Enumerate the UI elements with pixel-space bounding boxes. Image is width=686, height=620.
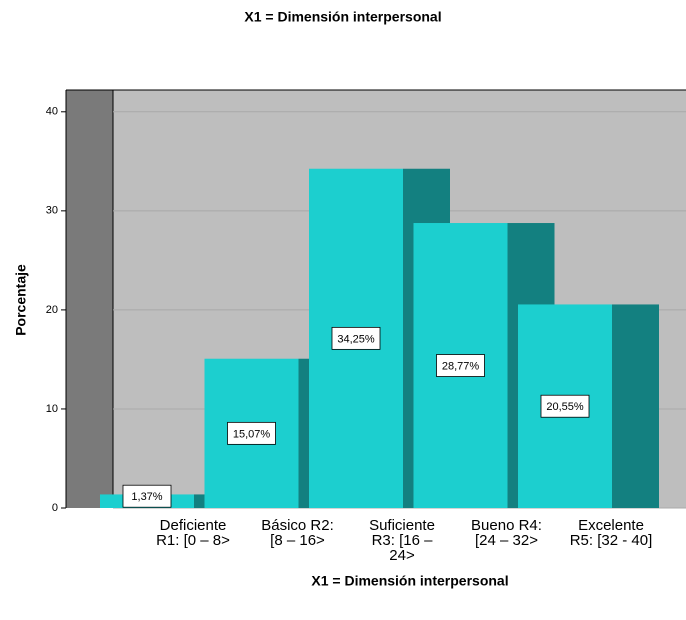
y-tick-label: 0 [52, 502, 58, 514]
y-tick-label: 10 [46, 403, 58, 415]
y-axis-label: Porcentaje [13, 264, 29, 336]
y-tick-label: 30 [46, 205, 58, 217]
chart-title: X1 = Dimensión interpersonal [244, 9, 441, 25]
value-label-box [436, 354, 485, 377]
x-tick-label: 24> [389, 547, 415, 564]
x-tick-label: Deficiente [160, 517, 227, 534]
value-label-box [331, 326, 381, 350]
value-label-box [540, 394, 590, 418]
x-tick-label: Bueno R4: [471, 517, 542, 534]
x-tick-label: R1: [0 – 8> [156, 532, 230, 549]
value-label-box [122, 484, 172, 508]
value-label: 28,77% [442, 360, 480, 372]
back-wall [66, 90, 113, 508]
value-label: 20,55% [546, 401, 584, 413]
value-label: 34,25% [337, 333, 375, 345]
value-label: 1,37% [131, 491, 162, 503]
x-tick-label: [24 – 32> [475, 532, 538, 549]
x-tick-label: Excelente [578, 517, 644, 534]
y-tick-label: 40 [46, 106, 58, 118]
value-label-box [227, 421, 276, 445]
x-tick-label: R3: [16 – [372, 532, 434, 549]
x-tick-label: [8 – 16> [270, 532, 325, 549]
x-tick-label: Suficiente [369, 517, 435, 534]
y-tick-label: 20 [46, 304, 58, 316]
x-tick-label: Básico R2: [261, 517, 334, 534]
bar-side [612, 304, 659, 508]
value-label: 15,07% [233, 428, 271, 440]
x-tick-label: R5: [32 - 40] [570, 532, 653, 549]
x-axis-label: X1 = Dimensión interpersonal [311, 573, 508, 589]
